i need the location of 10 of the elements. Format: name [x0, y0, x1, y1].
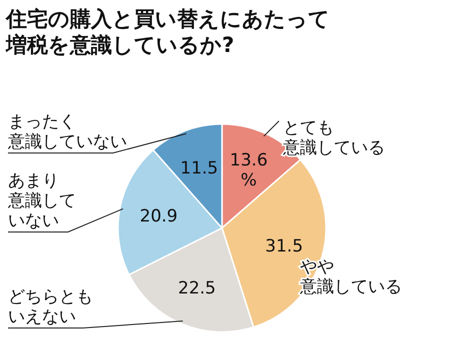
slice-label: やや意識している [299, 257, 402, 297]
data-label: 11.5 [180, 158, 218, 179]
data-label: 13.6% [230, 150, 268, 190]
slice-label: まったく意識していない [7, 112, 127, 152]
data-label: 22.5 [178, 278, 216, 298]
data-label: 20.9 [140, 206, 178, 227]
slice-label: あまり意識していない [7, 171, 76, 231]
slice-label: どちらともいえない [8, 287, 93, 327]
data-label: 31.5 [265, 236, 304, 256]
chart-title: 住宅の購入と買い替えにあたって増税を意識しているか? [5, 7, 330, 57]
